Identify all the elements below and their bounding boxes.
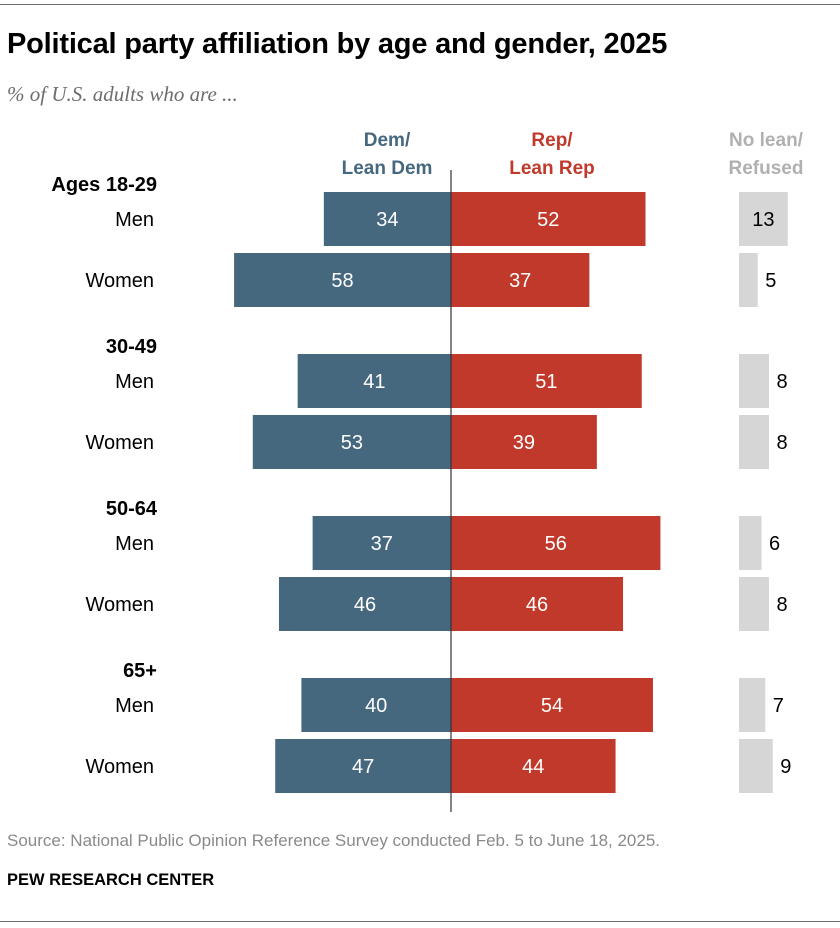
dem-value-label: 40 <box>365 695 387 717</box>
no-lean-bar <box>739 253 758 307</box>
no-lean-value-label: 8 <box>776 432 787 454</box>
row-label: Women <box>85 432 154 454</box>
dem-value-label: 37 <box>371 533 393 555</box>
row-label: Men <box>115 533 154 555</box>
chart-subtitle: % of U.S. adults who are ... <box>7 82 238 106</box>
no-lean-value-label: 9 <box>780 756 791 778</box>
no-lean-value-label: 7 <box>773 695 784 717</box>
dem-value-label: 41 <box>363 371 385 393</box>
rep-bar <box>451 192 646 246</box>
no-lean-value-label: 5 <box>765 270 776 292</box>
dem-value-label: 58 <box>331 270 353 292</box>
brand-label: PEW RESEARCH CENTER <box>7 871 215 889</box>
dem-bar <box>275 739 451 793</box>
column-header-dem-line1: Dem/ <box>363 130 411 151</box>
group-label: 65+ <box>123 660 157 682</box>
bottom-rule <box>0 921 840 922</box>
row-label: Women <box>85 270 154 292</box>
rep-value-label: 56 <box>545 533 567 555</box>
rep-bar <box>451 354 642 408</box>
group-label: 30-49 <box>106 336 157 358</box>
no-lean-bar <box>739 354 769 408</box>
no-lean-bar <box>739 577 769 631</box>
rep-value-label: 54 <box>541 695 563 717</box>
group-label: 50-64 <box>106 498 158 520</box>
no-lean-value-label: 6 <box>769 533 780 555</box>
rep-value-label: 51 <box>535 371 557 393</box>
no-lean-bar <box>739 739 773 793</box>
dem-bar <box>234 253 451 307</box>
dem-value-label: 47 <box>352 756 374 778</box>
source-note: Source: National Public Opinion Referenc… <box>7 831 661 850</box>
dem-bar <box>297 354 451 408</box>
column-header-rep-line2: Lean Rep <box>509 158 595 179</box>
dem-bar <box>278 577 451 631</box>
group-label: Ages 18-29 <box>51 174 157 196</box>
no-lean-bar <box>739 415 769 469</box>
column-header-no-lean: No lean/ Refused <box>696 127 836 183</box>
dem-bar <box>312 516 451 570</box>
rep-value-label: 44 <box>522 756 544 778</box>
dem-value-label: 34 <box>376 209 398 231</box>
dem-bar <box>301 678 451 732</box>
top-rule <box>0 4 840 5</box>
no-lean-value-label: 13 <box>752 209 774 231</box>
no-lean-value-label: 8 <box>776 594 787 616</box>
no-lean-bar <box>739 678 766 732</box>
column-header-rep-line1: Rep/ <box>531 130 573 151</box>
dem-bar <box>323 192 451 246</box>
row-label: Men <box>115 695 154 717</box>
no-lean-bar <box>739 192 788 246</box>
dem-bar <box>252 415 451 469</box>
column-header-no-lean-line1: No lean/ <box>729 130 803 151</box>
dem-value-label: 53 <box>341 432 363 454</box>
rep-bar <box>451 415 597 469</box>
rep-value-label: 46 <box>526 594 548 616</box>
rep-value-label: 52 <box>537 209 559 231</box>
rep-bar <box>451 739 616 793</box>
row-label: Men <box>115 371 154 393</box>
dem-value-label: 46 <box>354 594 376 616</box>
rep-value-label: 37 <box>509 270 531 292</box>
no-lean-bar <box>739 516 762 570</box>
rep-bar <box>451 253 590 307</box>
row-label: Women <box>85 756 154 778</box>
rep-bar <box>451 577 624 631</box>
column-header-rep: Rep/ Lean Rep <box>482 127 622 183</box>
chart-title: Political party affiliation by age and g… <box>7 28 668 60</box>
column-header-dem: Dem/ Lean Dem <box>317 127 457 183</box>
row-label: Men <box>115 209 154 231</box>
no-lean-value-label: 8 <box>776 371 787 393</box>
column-header-dem-line2: Lean Dem <box>341 158 433 179</box>
column-header-no-lean-line2: Refused <box>728 158 804 179</box>
rep-value-label: 39 <box>513 432 535 454</box>
rep-bar <box>451 516 661 570</box>
rep-bar <box>451 678 653 732</box>
row-label: Women <box>85 594 154 616</box>
